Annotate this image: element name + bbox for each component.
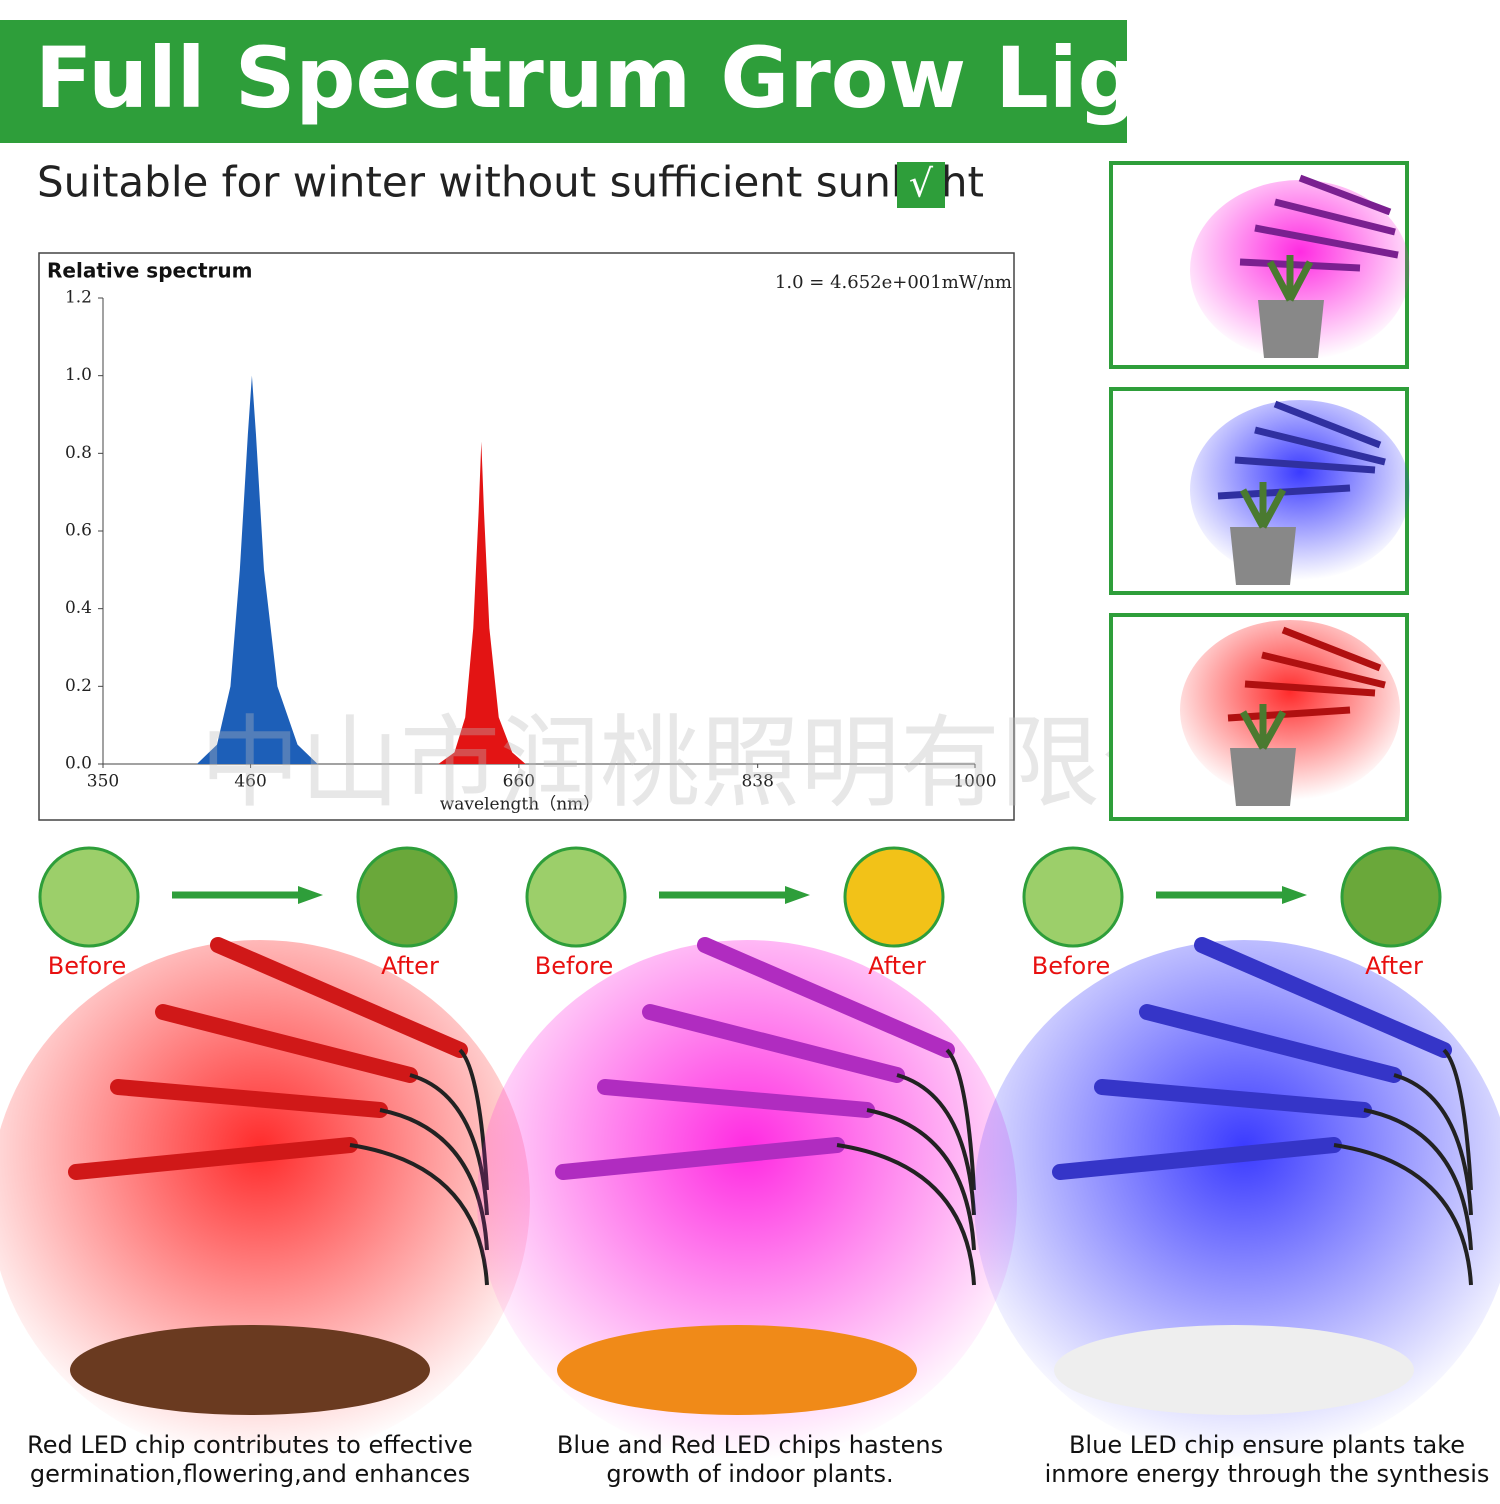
- lamp-bar: [210, 937, 468, 1058]
- photo-2: [1109, 387, 1410, 595]
- y-tick-label: 1.2: [65, 288, 92, 308]
- lamp-bar: [1139, 1004, 1402, 1083]
- before-photo: [525, 846, 627, 948]
- before-label: Before: [1032, 952, 1110, 980]
- lamp-bar: [110, 1079, 388, 1118]
- caption-line: Blue LED chip ensure plants take: [1069, 1431, 1465, 1459]
- after-photo: [1340, 846, 1442, 948]
- lamp-bar: [1094, 1079, 1372, 1118]
- gooseneck: [945, 1048, 976, 1191]
- gooseneck: [836, 1143, 976, 1286]
- plot: 0.0 0.2 0.4 0.6 0.8 1.0 1.2 350 460 660 838 1000: [65, 288, 997, 792]
- before-photo: [1022, 846, 1124, 948]
- lamp-bar: [1194, 937, 1452, 1058]
- arrow-head: [298, 886, 323, 904]
- lamp-bar: [642, 1004, 905, 1083]
- gooseneck: [1363, 1108, 1473, 1251]
- caption-line: germination,flowering,and enhances: [30, 1460, 470, 1488]
- y-tick-label: 1.0: [65, 365, 92, 385]
- lamp-bar: [1052, 1137, 1342, 1180]
- y-tick-label: 0.2: [65, 676, 92, 696]
- spectrum-area: [438, 441, 526, 764]
- subtitle: Suitable for winter without sufficient s…: [37, 158, 984, 207]
- y-tick-label: 0.4: [65, 598, 92, 618]
- before-label: Before: [535, 952, 613, 980]
- check-box: [897, 162, 945, 208]
- chart-annotation: 1.0 = 4.652e+001mW/nm: [775, 272, 1012, 293]
- lamp-bar: [155, 1004, 418, 1083]
- before-label: Before: [48, 952, 126, 980]
- y-tick-label: 0.6: [65, 521, 92, 541]
- x-tick-label: 1000: [953, 772, 996, 792]
- gooseneck: [896, 1073, 976, 1216]
- caption-line: Blue and Red LED chips hastens: [557, 1431, 943, 1459]
- chart-frame: [38, 252, 1015, 821]
- lamp-bar: [555, 1137, 845, 1180]
- after-photo: [843, 846, 945, 948]
- before-photo: [38, 846, 140, 948]
- plant: [70, 1325, 430, 1415]
- after-label: After: [381, 952, 439, 980]
- check: √: [909, 162, 934, 206]
- title-bar: [0, 20, 1127, 143]
- chart-title: Relative spectrum: [47, 259, 252, 283]
- lamp-bar: [597, 1079, 875, 1118]
- plant: [1054, 1325, 1414, 1415]
- plant: [557, 1325, 917, 1415]
- y-tick-label: 0.0: [65, 754, 92, 774]
- spectrum-area: [196, 375, 318, 764]
- arrow-head: [785, 886, 810, 904]
- lamp-bar: [697, 937, 955, 1058]
- x-tick-label: 660: [503, 772, 535, 792]
- gooseneck: [866, 1108, 976, 1251]
- after-photo: [356, 846, 458, 948]
- photo-3: [1109, 613, 1409, 821]
- caption-line: inmore energy through the synthesis: [1045, 1460, 1490, 1488]
- panels: Before After Red LED chip contributes to e…: [0, 846, 1500, 1488]
- x-axis-label: wavelength（nm）: [440, 795, 601, 815]
- lamp-bar: [68, 1137, 358, 1180]
- gooseneck: [1393, 1073, 1473, 1216]
- gooseneck: [349, 1143, 489, 1286]
- caption-line: growth of indoor plants.: [606, 1460, 893, 1488]
- x-tick-label: 350: [87, 772, 119, 792]
- after-label: After: [1365, 952, 1423, 980]
- y-tick-label: 0.8: [65, 443, 92, 463]
- gooseneck: [1333, 1143, 1473, 1286]
- gooseneck: [1442, 1048, 1473, 1191]
- x-tick-label: 838: [741, 772, 773, 792]
- arrow-head: [1282, 886, 1307, 904]
- after-label: After: [868, 952, 926, 980]
- title: Full Spectrum Grow Light: [35, 29, 1238, 127]
- photo-1: [1109, 161, 1410, 369]
- x-tick-label: 460: [234, 772, 266, 792]
- caption-line: Red LED chip contributes to effective: [27, 1431, 473, 1459]
